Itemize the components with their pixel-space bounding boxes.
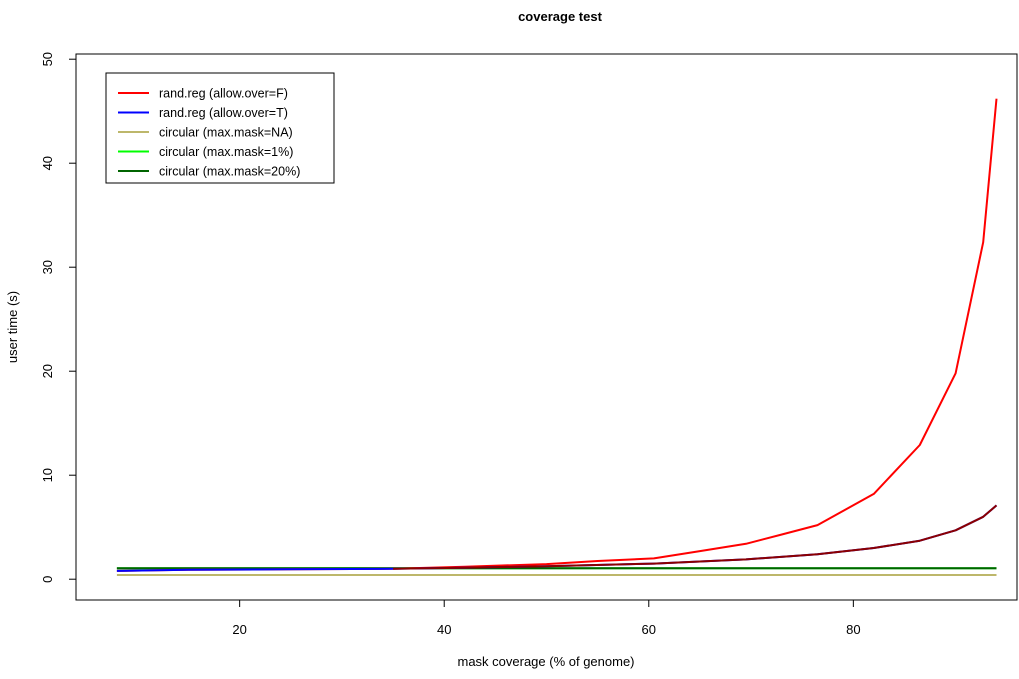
y-tick-label: 30 bbox=[40, 260, 55, 274]
x-tick-label: 40 bbox=[437, 622, 451, 637]
x-tick-label: 80 bbox=[846, 622, 860, 637]
x-axis-label: mask coverage (% of genome) bbox=[457, 654, 634, 669]
legend-label: rand.reg (allow.over=F) bbox=[159, 87, 288, 101]
y-tick-label: 40 bbox=[40, 156, 55, 170]
legend-label: circular (max.mask=1%) bbox=[159, 145, 293, 159]
y-tick-label: 0 bbox=[40, 576, 55, 583]
y-tick-label: 10 bbox=[40, 468, 55, 482]
series-line-overlap bbox=[393, 504, 998, 570]
series-layer bbox=[116, 98, 998, 576]
legend-label: circular (max.mask=20%) bbox=[159, 165, 300, 179]
y-tick-label: 50 bbox=[40, 52, 55, 66]
legend: rand.reg (allow.over=F) rand.reg (allow.o… bbox=[105, 72, 335, 184]
y-tick-label: 20 bbox=[40, 364, 55, 378]
x-tick-label: 20 bbox=[232, 622, 246, 637]
legend-box bbox=[105, 72, 335, 184]
legend-label: rand.reg (allow.over=T) bbox=[159, 106, 288, 120]
chart-title: coverage test bbox=[518, 9, 602, 24]
y-axis-label: user time (s) bbox=[5, 291, 20, 363]
series-line bbox=[116, 504, 998, 572]
legend-label: circular (max.mask=NA) bbox=[159, 126, 293, 140]
x-tick-label: 60 bbox=[642, 622, 656, 637]
axes: 20 40 60 80 0 10 20 30 40 50 bbox=[40, 52, 861, 637]
